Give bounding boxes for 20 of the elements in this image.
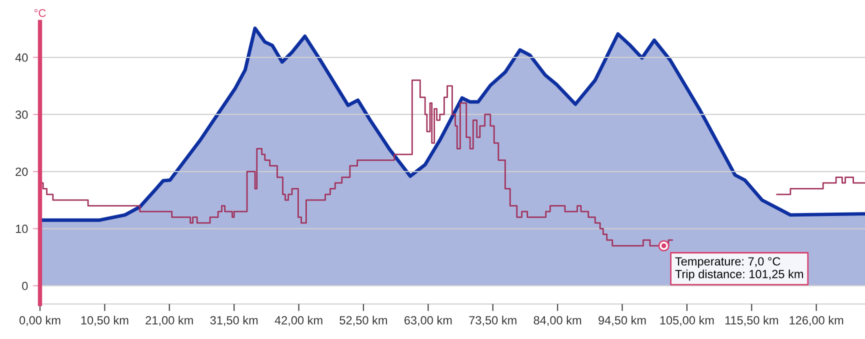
y-tick-label: 40 [15, 53, 28, 62]
y-axis-title: °C [34, 9, 46, 17]
x-tick-label: 115,50 km [725, 316, 778, 326]
x-tick-label: 21,00 km [146, 316, 193, 326]
y-tick-label: 30 [16, 110, 28, 119]
x-tick-label: 126,00 km [790, 316, 844, 326]
x-tick-label: 31,50 km [210, 316, 258, 326]
x-tick-label: 52,50 km [340, 316, 387, 326]
x-tick-label: 0,00 km [19, 316, 60, 326]
y-tick-label: 20 [16, 168, 28, 176]
y-tick-label: 0 [22, 282, 28, 290]
x-tick-label: 42,00 km [274, 316, 322, 326]
x-tick-label: 105,00 km [660, 316, 714, 326]
y-tick-label: 10 [16, 224, 28, 234]
x-tick-label: 63,00 km [404, 316, 452, 326]
x-tick-label: 94,50 km [598, 316, 646, 326]
x-tick-label: 84,00 km [534, 316, 582, 326]
annotation: Temperature: 7,0 °C Trip distance: 101,25 km [675, 257, 803, 281]
x-tick-label: 10,50 km [81, 316, 128, 326]
x-tick-label: 73,50 km [469, 316, 516, 326]
